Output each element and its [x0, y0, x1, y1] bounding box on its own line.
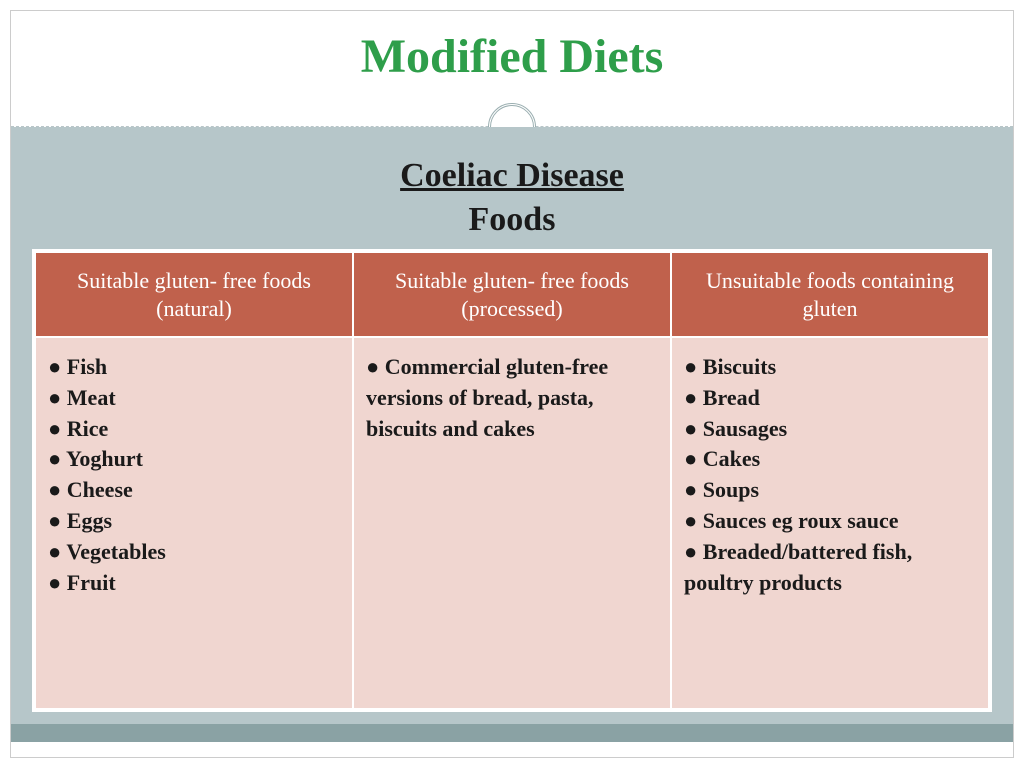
subtitle2: Foods [31, 201, 993, 239]
body-area: Coeliac Disease Foods Suitable gluten- f… [11, 127, 1013, 742]
food-table: Suitable gluten- free foods (natural) Su… [32, 249, 992, 712]
col-header-natural: Suitable gluten- free foods (natural) [36, 253, 352, 336]
cell-processed: ● Commercial gluten-free versions of bre… [354, 338, 670, 708]
slide-container: Modified Diets Coeliac Disease Foods Sui… [10, 10, 1014, 758]
col-header-unsuitable: Unsuitable foods containing gluten [672, 253, 988, 336]
footer-bar [11, 724, 1013, 742]
table-header-row: Suitable gluten- free foods (natural) Su… [36, 253, 988, 336]
col-header-processed: Suitable gluten- free foods (processed) [354, 253, 670, 336]
slide-title: Modified Diets [11, 29, 1013, 84]
cell-unsuitable: ● Biscuits● Bread● Sausages● Cakes● Soup… [672, 338, 988, 708]
cell-natural: ● Fish● Meat● Rice● Yoghurt● Cheese● Egg… [36, 338, 352, 708]
table-row: ● Fish● Meat● Rice● Yoghurt● Cheese● Egg… [36, 338, 988, 708]
subtitle: Coeliac Disease [31, 157, 993, 195]
